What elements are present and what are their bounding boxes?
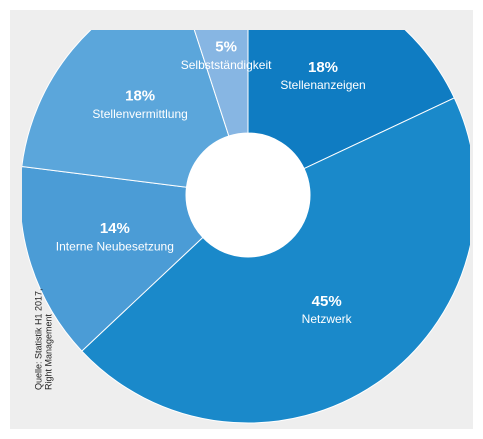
pie [22, 30, 470, 424]
labels: 18% Stellenanzeigen 45% Netzwerk 14% Interne … [56, 39, 366, 326]
slice-label: Interne Neubesetzung [56, 239, 174, 253]
source-line: Quelle: Statistik H1 2017, [33, 288, 43, 390]
value-label: 5% [215, 39, 237, 56]
value-label: 14% [100, 220, 130, 237]
slice-label: Stellenvermittlung [92, 107, 187, 121]
slice-label: Selbstständigkeit [181, 58, 272, 72]
value-label: 45% [312, 293, 342, 310]
value-label: 18% [125, 88, 155, 105]
source-line: Right Management [43, 313, 53, 390]
source: Quelle: Statistik H1 2017, Right Managem… [33, 288, 53, 390]
donut-hole [186, 133, 310, 257]
value-label: 18% [308, 59, 338, 76]
slice-label: Netzwerk [302, 312, 353, 326]
slice-label: Stellenanzeigen [280, 78, 365, 92]
